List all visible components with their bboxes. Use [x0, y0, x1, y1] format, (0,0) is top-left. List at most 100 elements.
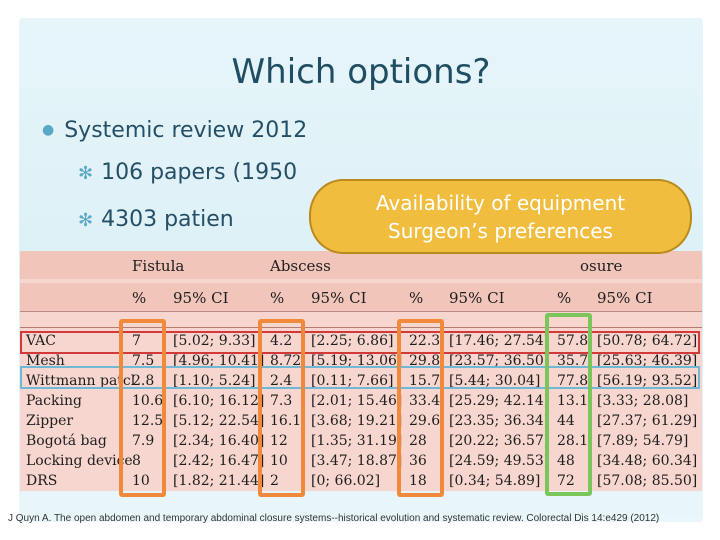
cell-ci: [57.08; 85.50] — [597, 473, 698, 489]
subheader-pct: % — [557, 289, 572, 307]
asterisk-bullet-icon: ✻ — [78, 163, 94, 184]
table-row: DRS 10 [1.82; 21.44] 2 [0; 66.02] 18 [0.34; 54… — [20, 472, 702, 491]
cell-percent: 28.1 — [557, 433, 589, 449]
sub-bullet-papers-text: 106 papers (1950 — [101, 160, 298, 185]
row-label: Wittmann patcl — [26, 373, 136, 389]
table-row: Wittmann patcl 2.8 [1.10; 5.24] 2.4 [0.11; 7… — [20, 372, 702, 392]
cell-percent: 16.1 — [270, 413, 302, 429]
row-label: Zipper — [26, 413, 74, 429]
subheader-ci: 95% CI — [173, 289, 229, 307]
cell-percent: 7.5 — [132, 353, 155, 369]
cell-ci: [1.35; 31.19] — [311, 433, 403, 449]
cell-ci: [0.34; 54.89] — [449, 473, 541, 489]
row-label: Packing — [26, 393, 82, 409]
asterisk-bullet-icon: ✻ — [78, 210, 94, 231]
subheader-ci: 95% CI — [311, 289, 367, 307]
highlight-wittmann-row — [20, 366, 700, 389]
cell-percent: 8.72 — [270, 353, 302, 369]
cell-percent: 10.6 — [132, 393, 164, 409]
cell-percent: 33.4 — [409, 393, 441, 409]
bullet-main-text: Systemic review 2012 — [64, 118, 308, 143]
sub-bullet-patients: ✻ 4303 patien — [78, 207, 234, 232]
subheader-pct: % — [132, 289, 147, 307]
cell-percent: 57.8 — [557, 333, 589, 349]
highlight-closure-column — [545, 313, 592, 496]
cell-ci: [34.48; 60.34] — [597, 453, 698, 469]
cell-ci: [7.89; 54.79] — [597, 433, 689, 449]
cell-percent: 2 — [270, 473, 279, 489]
citation-footer: J Quyn A. The open abdomen and temporary… — [8, 513, 660, 524]
cell-percent: 29.8 — [409, 353, 441, 369]
cell-ci: [2.34; 16.40] — [173, 433, 265, 449]
cell-ci: [23.57; 36.50] — [449, 353, 550, 369]
table-subheader-row: % 95% CI % 95% CI % 95% CI % 95% CI — [20, 283, 702, 312]
cell-ci: [5.12; 22.54] — [173, 413, 265, 429]
table-row: Mesh 7.5 [4.96; 10.41] 8.72 [5.19; 13.06] 29.… — [20, 352, 702, 372]
subheader-pct: % — [270, 289, 285, 307]
bullet-main: ● Systemic review 2012 — [42, 118, 307, 143]
cell-ci: [23.35; 36.34] — [449, 413, 550, 429]
cell-ci: [5.44; 30.04] — [449, 373, 541, 389]
subheader-ci: 95% CI — [449, 289, 505, 307]
slide-title: Which options? — [231, 52, 491, 92]
highlight-fistula-column — [119, 319, 166, 497]
cell-ci: [6.10; 16.12] — [173, 393, 265, 409]
table-row: Bogotá bag 7.9 [2.34; 16.40] 12 [1.35; 31.19… — [20, 432, 702, 452]
table-rule — [20, 327, 702, 328]
cell-ci: [4.96; 10.41] — [173, 353, 265, 369]
cell-percent: 44 — [557, 413, 575, 429]
cell-percent: 36 — [409, 453, 427, 469]
table-row: VAC 7 [5.02; 9.33] 4.2 [2.25; 6.86] 22.3 [17.4… — [20, 332, 702, 352]
cell-percent: 72 — [557, 473, 575, 489]
cell-ci: [3.68; 19.21] — [311, 413, 403, 429]
cell-ci: [1.10; 5.24] — [173, 373, 256, 389]
group-header-abscess: Abscess — [270, 257, 331, 275]
cell-percent: 7 — [132, 333, 141, 349]
cell-ci: [3.33; 28.08] — [597, 393, 689, 409]
cell-percent: 2.4 — [270, 373, 293, 389]
subheader-pct: % — [409, 289, 424, 307]
group-header-closure: osure — [580, 257, 623, 275]
cell-percent: 2.8 — [132, 373, 155, 389]
callout-line-preferences: Surgeon’s preferences — [388, 218, 613, 243]
highlight-column-3 — [397, 319, 444, 497]
cell-ci: [2.01; 15.46] — [311, 393, 403, 409]
cell-percent: 13.1 — [557, 393, 589, 409]
group-header-fistula: Fistula — [132, 257, 185, 275]
cell-ci: [20.22; 36.57] — [449, 433, 550, 449]
cell-ci: [25.63; 46.39] — [597, 353, 698, 369]
cell-percent: 10 — [270, 453, 288, 469]
table-row: Locking device 8 [2.42; 16.47] 10 [3.47; 18.… — [20, 452, 702, 472]
cell-percent: 12.5 — [132, 413, 164, 429]
cell-percent: 15.7 — [409, 373, 441, 389]
cell-percent: 7.9 — [132, 433, 155, 449]
cell-ci: [56.19; 93.52] — [597, 373, 698, 389]
cell-ci: [5.02; 9.33] — [173, 333, 256, 349]
table-row: Packing 10.6 [6.10; 16.12] 7.3 [2.01; 15.46]… — [20, 392, 702, 412]
row-label: DRS — [26, 473, 58, 489]
callout-box: Availability of equipment Surgeon’s pref… — [309, 179, 692, 254]
cell-percent: 48 — [557, 453, 575, 469]
cell-ci: [2.25; 6.86] — [311, 333, 394, 349]
callout-line-equipment: Availability of equipment — [375, 190, 626, 215]
cell-ci: [50.78; 64.72] — [597, 333, 698, 349]
cell-percent: 4.2 — [270, 333, 293, 349]
cell-ci: [0.11; 7.66] — [311, 373, 394, 389]
table-group-header-row: Fistula Abscess osure — [20, 251, 702, 279]
bullet-dot-icon: ● — [42, 122, 55, 138]
cell-percent: 29.6 — [409, 413, 441, 429]
cell-ci: [5.19; 13.06] — [311, 353, 403, 369]
cell-ci: [1.82; 21.44] — [173, 473, 265, 489]
row-label: Mesh — [26, 353, 65, 369]
cell-percent: 22.3 — [409, 333, 441, 349]
cell-percent: 77.8 — [557, 373, 589, 389]
sub-bullet-papers: ✻ 106 papers (1950 — [78, 160, 297, 185]
cell-percent: 18 — [409, 473, 427, 489]
table-row: Zipper 12.5 [5.12; 22.54] 16.1 [3.68; 19.21]… — [20, 412, 702, 432]
highlight-abscess-column — [258, 319, 305, 497]
subheader-ci: 95% CI — [597, 289, 653, 307]
cell-percent: 28 — [409, 433, 427, 449]
cell-ci: [17.46; 27.54] — [449, 333, 550, 349]
sub-bullet-patients-text: 4303 patien — [101, 207, 234, 232]
cell-ci: [25.29; 42.14] — [449, 393, 550, 409]
